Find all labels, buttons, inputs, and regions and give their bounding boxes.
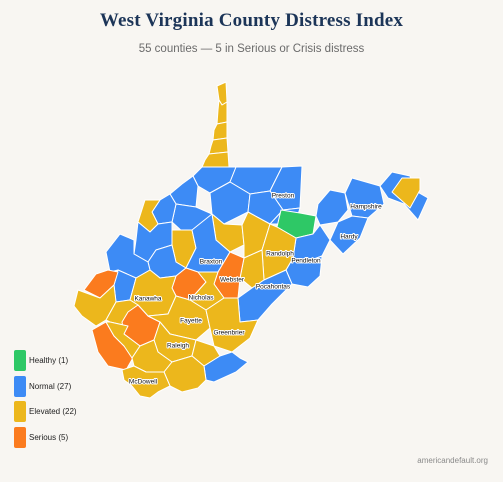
county-label-raleigh: Raleigh	[167, 343, 189, 350]
county-shape[interactable]	[203, 351, 249, 383]
county-label-hampshire: Hampshire	[350, 204, 382, 211]
county-label-nicholas: Nicholas	[189, 295, 215, 302]
county-shape[interactable]	[208, 137, 229, 155]
county-label-fayette: Fayette	[180, 318, 202, 325]
legend: Healthy (1) Normal (27) Elevated (22) Se…	[14, 350, 77, 452]
county-label-pocahontas: Pocahontas	[256, 284, 291, 291]
county-label-pendleton: Pendleton	[291, 258, 321, 265]
page-subtitle: 55 counties — 5 in Serious or Crisis dis…	[138, 43, 365, 55]
legend-swatch	[14, 426, 26, 448]
attribution: americandefault.org	[417, 456, 488, 465]
legend-swatch	[14, 401, 26, 422]
county-shape[interactable]	[205, 297, 259, 353]
legend-item-normal[interactable]: Normal (27)	[14, 375, 77, 397]
county-shape[interactable]	[212, 121, 228, 141]
legend-label: Elevated (22)	[29, 407, 77, 416]
page-title: West Virginia County Distress Index	[99, 10, 404, 31]
legend-item-elevated[interactable]: Elevated (22)	[14, 401, 77, 422]
county-label-kanawha: Kanawha	[134, 296, 161, 303]
legend-label: Healthy (1)	[29, 356, 69, 365]
county-shape[interactable]	[344, 177, 385, 219]
county-shape[interactable]	[391, 177, 421, 209]
county-shape[interactable]	[201, 151, 230, 168]
county-label-greenbrier: Greenbrier	[213, 330, 245, 337]
legend-swatch	[14, 375, 26, 397]
legend-item-serious[interactable]: Serious (5)	[14, 426, 77, 448]
county-shape[interactable]	[121, 365, 171, 399]
county-label-braxton: Braxton	[200, 259, 223, 266]
legend-swatch	[14, 350, 26, 371]
county-shape[interactable]	[315, 189, 349, 226]
county-label-preston: Preston	[272, 193, 295, 200]
county-label-mcdowell: McDowell	[129, 379, 158, 386]
legend-label: Serious (5)	[29, 432, 69, 442]
legend-label: Normal (27)	[29, 381, 72, 391]
county-label-webster: Webster	[220, 277, 245, 284]
county-label-hardy: Hardy	[340, 234, 358, 241]
legend-item-healthy[interactable]: Healthy (1)	[14, 350, 77, 371]
county-label-randolph: Randolph	[266, 251, 294, 258]
